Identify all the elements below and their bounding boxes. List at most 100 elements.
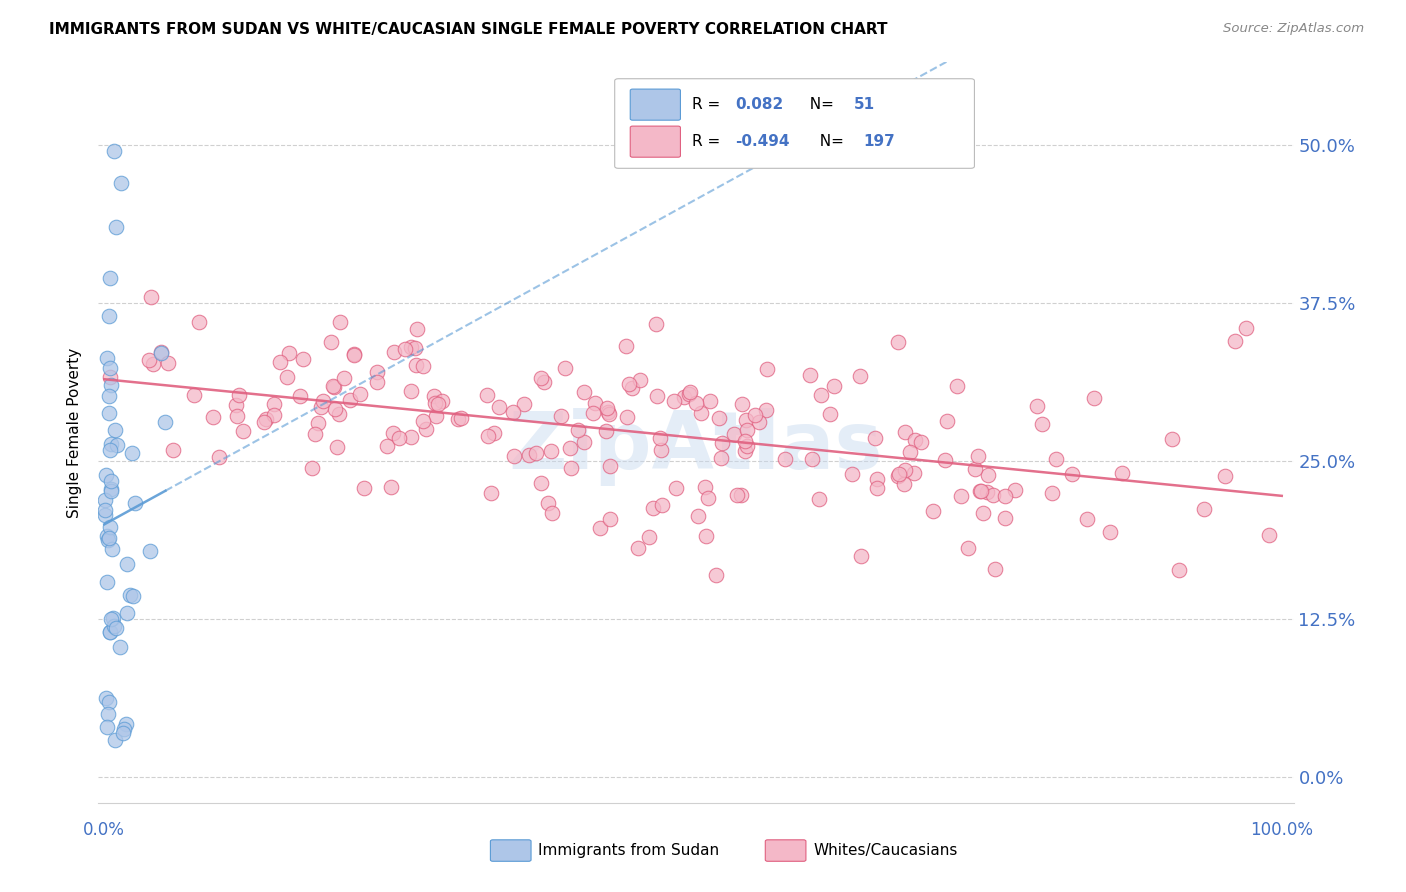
Point (380, 480, 402, 494)
Point (866, 472, 889, 486)
Point (1192, 502, 1215, 516)
Point (983, 488, 1005, 502)
Point (412, 414, 434, 428)
Point (278, 345, 301, 359)
Point (1083, 392, 1105, 406)
Point (96, 467, 118, 482)
Point (1004, 483, 1026, 497)
Point (1076, 512, 1098, 526)
Point (503, 450, 526, 464)
Point (810, 388, 832, 402)
Point (382, 345, 405, 359)
Point (104, 732, 127, 747)
Point (121, 446, 143, 460)
Point (1223, 334, 1246, 348)
Point (228, 387, 250, 401)
Point (415, 422, 437, 436)
Point (572, 434, 595, 449)
Point (202, 410, 225, 425)
Point (124, 496, 146, 510)
Point (101, 610, 124, 624)
Point (94, 493, 117, 508)
Point (910, 435, 932, 450)
Point (755, 361, 778, 376)
Point (1040, 486, 1063, 500)
Text: N=: N= (810, 134, 848, 149)
Point (157, 356, 180, 370)
Point (730, 488, 752, 502)
Point (405, 359, 427, 373)
Point (97, 531, 120, 545)
Point (627, 541, 650, 555)
Point (114, 717, 136, 731)
Point (328, 407, 350, 421)
Point (1236, 321, 1258, 335)
Point (349, 387, 371, 401)
Point (105, 621, 128, 635)
Point (187, 315, 209, 329)
FancyBboxPatch shape (491, 840, 531, 862)
Point (426, 397, 449, 411)
Point (96, 720, 118, 734)
Point (889, 467, 911, 482)
Point (208, 450, 231, 464)
Point (423, 389, 446, 403)
Point (679, 385, 702, 400)
Point (394, 342, 416, 356)
Point (524, 446, 547, 460)
Point (263, 397, 285, 411)
Point (94, 691, 117, 706)
Point (98, 309, 121, 323)
Point (97, 389, 120, 403)
Point (949, 489, 972, 503)
Point (96, 574, 118, 589)
Point (375, 438, 398, 452)
Point (1098, 524, 1121, 539)
Text: R =: R = (692, 134, 725, 149)
Point (734, 444, 756, 458)
Point (139, 544, 162, 558)
Point (866, 481, 889, 495)
Point (150, 346, 173, 360)
Text: Source: ZipAtlas.com: Source: ZipAtlas.com (1223, 22, 1364, 36)
Point (100, 484, 122, 499)
Point (339, 392, 361, 407)
Point (162, 442, 184, 457)
Point (731, 397, 754, 411)
Text: 0.082: 0.082 (735, 97, 783, 112)
Point (100, 475, 122, 489)
Point (100, 378, 122, 392)
Point (325, 401, 347, 416)
Point (560, 441, 582, 455)
Point (650, 431, 672, 445)
Point (583, 396, 606, 410)
Point (818, 408, 841, 422)
Text: ZipAtlas: ZipAtlas (509, 409, 883, 486)
Point (322, 380, 344, 394)
Point (723, 426, 745, 441)
Point (595, 424, 617, 438)
Point (650, 443, 672, 458)
Point (412, 359, 434, 373)
Point (596, 405, 619, 419)
Point (1031, 417, 1053, 432)
Point (540, 444, 562, 458)
Point (430, 394, 453, 409)
Point (142, 357, 165, 371)
Point (984, 562, 1007, 576)
Point (488, 400, 510, 414)
Point (970, 483, 993, 498)
Point (935, 414, 957, 428)
Point (598, 407, 620, 421)
Point (343, 348, 366, 362)
Point (399, 340, 422, 354)
Point (353, 481, 375, 495)
Point (112, 723, 135, 737)
Point (863, 431, 886, 445)
Point (96, 351, 118, 365)
Point (993, 510, 1015, 524)
Point (848, 368, 870, 383)
Point (572, 384, 595, 399)
Point (343, 347, 366, 361)
Point (311, 393, 333, 408)
